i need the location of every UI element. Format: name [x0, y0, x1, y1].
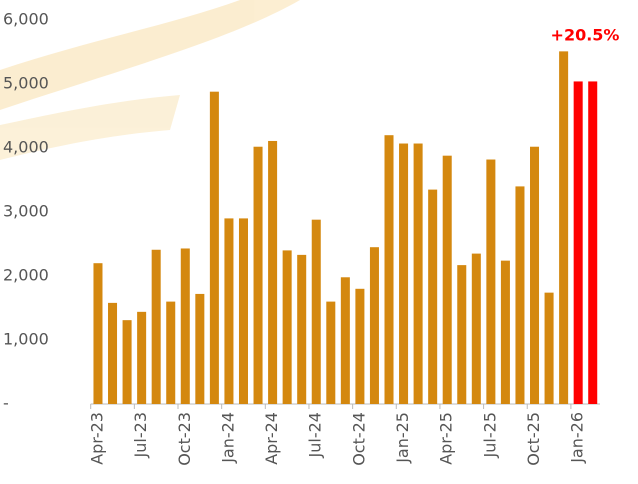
y-tick-label: 5,000: [3, 74, 49, 93]
bar: [414, 144, 423, 404]
x-tick-label: Apr-24: [262, 412, 281, 465]
y-tick-label: 2,000: [3, 266, 49, 285]
annotation: +20.5%: [551, 26, 620, 45]
y-tick-label: 1,000: [3, 330, 49, 349]
bar: [326, 302, 335, 404]
chart: +20.5% - 1,000 2,000 3,000 4,000 5,000 6,000 Ap…: [0, 0, 638, 484]
bar: [530, 147, 539, 404]
x-tick-label: Oct-25: [524, 412, 543, 466]
x-tick-label: Jul-24: [306, 412, 325, 458]
bar: [370, 247, 379, 404]
x-tick-label: Oct-24: [349, 412, 368, 466]
bar: [152, 250, 161, 404]
bar: [545, 293, 554, 404]
bar: [123, 320, 132, 404]
bar: [574, 81, 583, 404]
bar: [181, 248, 190, 404]
bar: [239, 218, 248, 404]
bar: [137, 312, 146, 404]
y-tick-label: 3,000: [3, 202, 49, 221]
bar: [210, 92, 219, 404]
bar: [559, 51, 568, 404]
bar: [224, 218, 233, 404]
bar: [268, 141, 277, 404]
y-tick-label: 6,000: [3, 10, 49, 29]
x-tick-label: Apr-25: [437, 412, 456, 465]
x-tick-label: Jul-23: [131, 412, 150, 458]
x-tick-label: Jan-26: [568, 412, 587, 464]
x-tick-label: Jul-25: [480, 412, 499, 458]
x-tick-label: Jan-25: [393, 412, 412, 464]
bar: [166, 302, 175, 404]
bar: [443, 156, 452, 404]
bar: [254, 147, 263, 404]
bar: [283, 250, 292, 404]
x-tick-label: Jan-24: [218, 412, 237, 464]
bar: [195, 294, 204, 404]
bar: [501, 261, 510, 404]
bar: [472, 254, 481, 404]
bar: [486, 160, 495, 404]
y-tick-label: 4,000: [3, 138, 49, 157]
x-tick-label: Apr-23: [87, 412, 106, 465]
bar: [399, 144, 408, 404]
bar: [108, 303, 117, 404]
bar: [428, 190, 437, 404]
bar: [341, 277, 350, 404]
bar: [515, 186, 524, 404]
bar: [297, 255, 306, 404]
x-tick-label: Oct-23: [175, 412, 194, 466]
bar: [355, 289, 364, 404]
bar: [384, 135, 393, 404]
bar: [93, 263, 102, 404]
bar: [457, 265, 466, 404]
y-tick-label: -: [3, 394, 9, 413]
bar: [312, 220, 321, 404]
bar: [588, 81, 597, 404]
